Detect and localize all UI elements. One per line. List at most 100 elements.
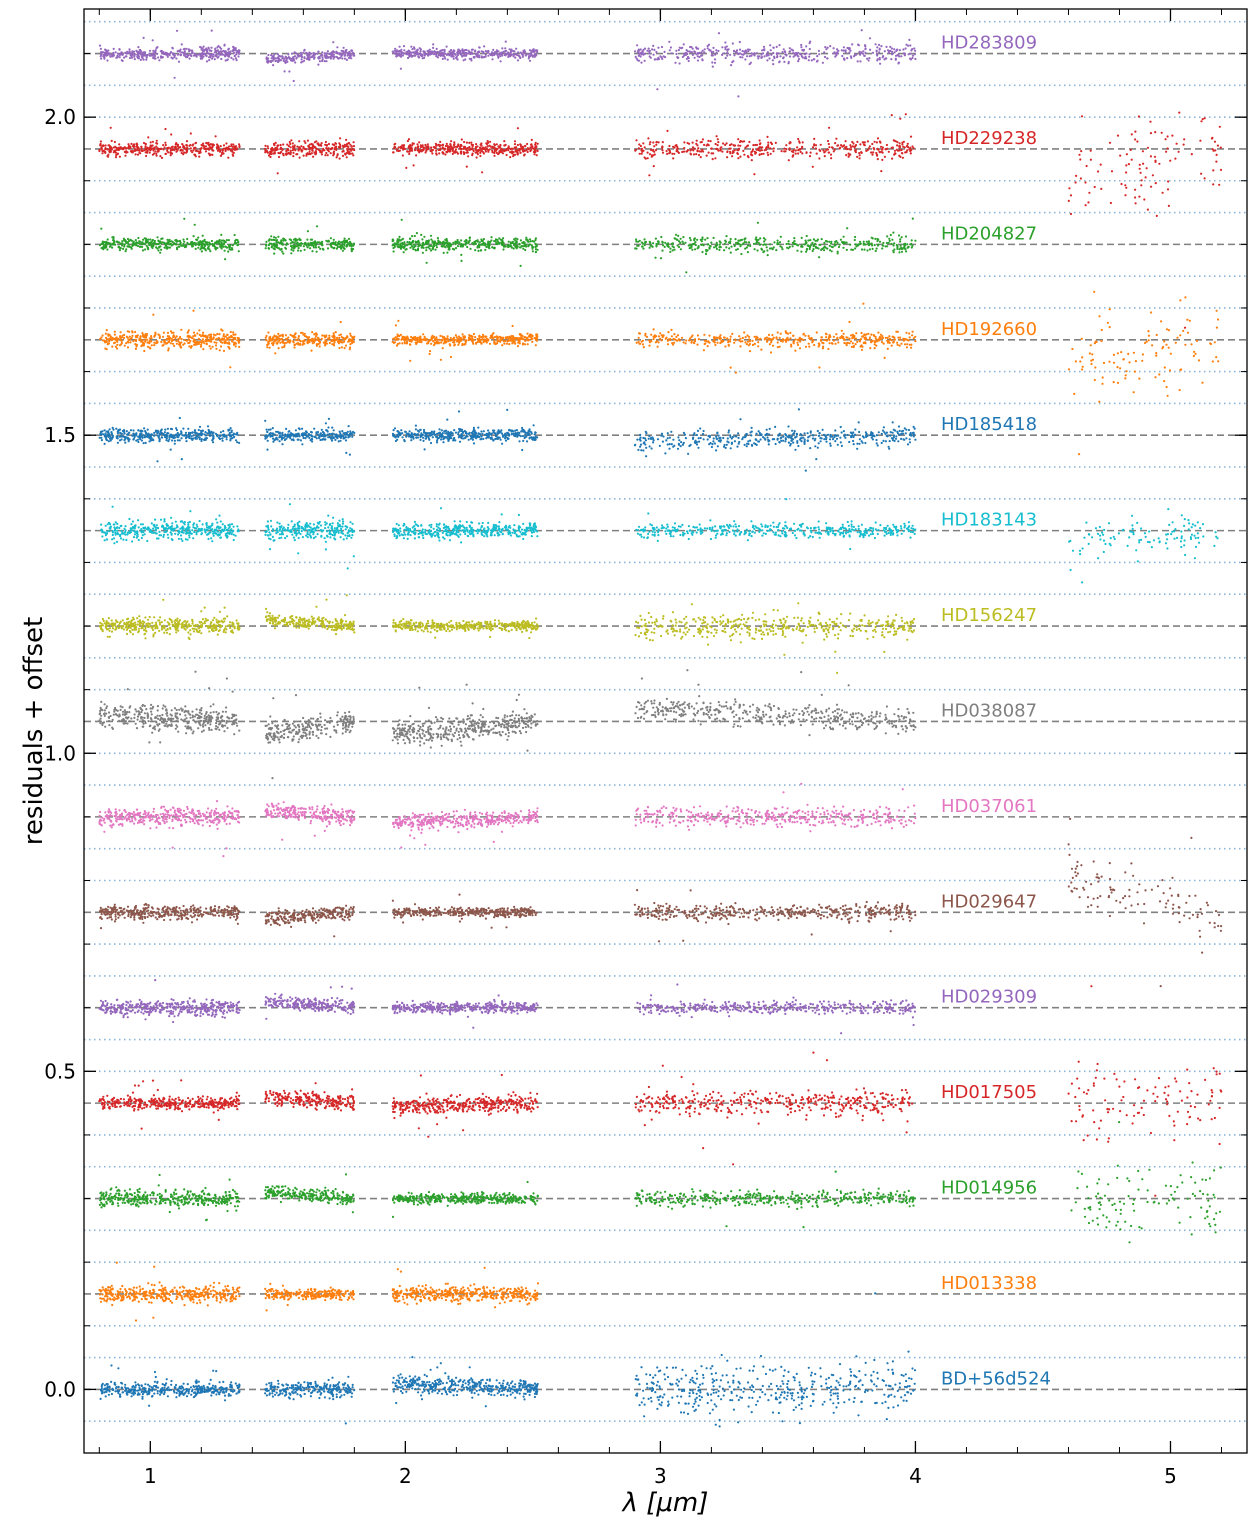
data-point bbox=[304, 1393, 306, 1395]
data-point bbox=[835, 1386, 837, 1388]
data-point bbox=[142, 1201, 144, 1203]
data-point bbox=[852, 1201, 854, 1203]
data-point bbox=[265, 1194, 267, 1196]
data-point bbox=[536, 1200, 538, 1202]
data-point bbox=[314, 1381, 316, 1383]
data-point bbox=[765, 1373, 767, 1375]
data-point bbox=[224, 1285, 226, 1287]
data-point bbox=[397, 1301, 399, 1303]
data-point bbox=[469, 1386, 471, 1388]
data-point bbox=[525, 1299, 527, 1301]
data-point bbox=[697, 1199, 699, 1201]
data-point bbox=[506, 1109, 508, 1111]
data-point bbox=[284, 1185, 286, 1187]
data-point bbox=[195, 1199, 197, 1201]
data-point bbox=[132, 1388, 134, 1390]
data-point bbox=[499, 1194, 501, 1196]
data-point bbox=[343, 1394, 345, 1396]
data-point bbox=[324, 1107, 326, 1109]
data-point bbox=[188, 1108, 190, 1110]
data-point bbox=[503, 1106, 505, 1108]
data-point bbox=[133, 1294, 135, 1296]
data-point bbox=[297, 1382, 299, 1384]
data-point bbox=[523, 1398, 525, 1400]
data-point bbox=[912, 1199, 914, 1201]
data-point bbox=[194, 1395, 196, 1397]
data-point bbox=[235, 1105, 237, 1107]
data-point bbox=[216, 1300, 218, 1302]
data-point bbox=[405, 1391, 407, 1393]
data-point bbox=[523, 1396, 525, 1398]
data-point bbox=[692, 1406, 694, 1408]
data-point bbox=[490, 1394, 492, 1396]
data-point bbox=[440, 1362, 442, 1364]
data-point bbox=[215, 1293, 217, 1295]
data-point bbox=[799, 1197, 801, 1199]
data-point bbox=[446, 1109, 448, 1111]
data-point bbox=[504, 1196, 506, 1198]
data-point bbox=[233, 1100, 235, 1102]
data-point bbox=[719, 1425, 721, 1427]
data-point bbox=[402, 1298, 404, 1300]
data-point bbox=[873, 1383, 875, 1385]
data-point bbox=[222, 1195, 224, 1197]
data-point bbox=[450, 1391, 452, 1393]
data-point bbox=[913, 1389, 915, 1391]
data-point bbox=[840, 1197, 842, 1199]
data-point bbox=[187, 1102, 189, 1104]
data-point bbox=[676, 1197, 678, 1199]
data-point bbox=[713, 1389, 715, 1391]
data-point bbox=[785, 1199, 787, 1201]
data-point bbox=[428, 1381, 430, 1383]
data-point bbox=[128, 1098, 130, 1100]
data-point bbox=[111, 1285, 113, 1287]
data-point bbox=[133, 1105, 135, 1107]
data-point bbox=[474, 1198, 476, 1200]
data-point bbox=[415, 1292, 417, 1294]
data-point bbox=[435, 1291, 437, 1293]
data-point bbox=[336, 1396, 338, 1398]
data-point bbox=[129, 1292, 131, 1294]
data-point bbox=[169, 1107, 171, 1109]
data-point bbox=[397, 1292, 399, 1294]
data-point bbox=[270, 1385, 272, 1387]
data-point bbox=[523, 1386, 525, 1388]
data-point bbox=[145, 1298, 147, 1300]
data-point bbox=[528, 1293, 530, 1295]
data-point bbox=[350, 1293, 352, 1295]
data-point bbox=[416, 1195, 418, 1197]
data-point bbox=[133, 1109, 135, 1111]
data-point bbox=[398, 1382, 400, 1384]
data-point bbox=[484, 1110, 486, 1112]
data-point bbox=[206, 1386, 208, 1388]
data-point bbox=[642, 1195, 644, 1197]
data-point bbox=[230, 1097, 232, 1099]
data-point bbox=[793, 1409, 795, 1411]
data-point bbox=[480, 1379, 482, 1381]
data-point bbox=[311, 1104, 313, 1106]
data-point bbox=[292, 1099, 294, 1101]
data-point bbox=[332, 1196, 334, 1198]
data-point bbox=[667, 1401, 669, 1403]
data-point bbox=[1158, 1202, 1160, 1204]
data-point bbox=[411, 1382, 413, 1384]
data-point bbox=[485, 1382, 487, 1384]
data-point bbox=[318, 1190, 320, 1192]
data-point bbox=[811, 1380, 813, 1382]
data-point bbox=[783, 1375, 785, 1377]
data-point bbox=[417, 1295, 419, 1297]
data-point bbox=[114, 1390, 116, 1392]
data-point bbox=[426, 1381, 428, 1383]
data-point bbox=[745, 1197, 747, 1199]
data-point bbox=[447, 1376, 449, 1378]
data-point bbox=[393, 1388, 395, 1390]
data-point bbox=[108, 1394, 110, 1396]
data-point bbox=[861, 1401, 863, 1403]
data-point bbox=[489, 1292, 491, 1294]
data-point bbox=[159, 1193, 161, 1195]
data-point bbox=[826, 1387, 828, 1389]
data-point bbox=[161, 1392, 163, 1394]
data-point bbox=[128, 1202, 130, 1204]
data-point bbox=[862, 1384, 864, 1386]
data-point bbox=[696, 1373, 698, 1375]
